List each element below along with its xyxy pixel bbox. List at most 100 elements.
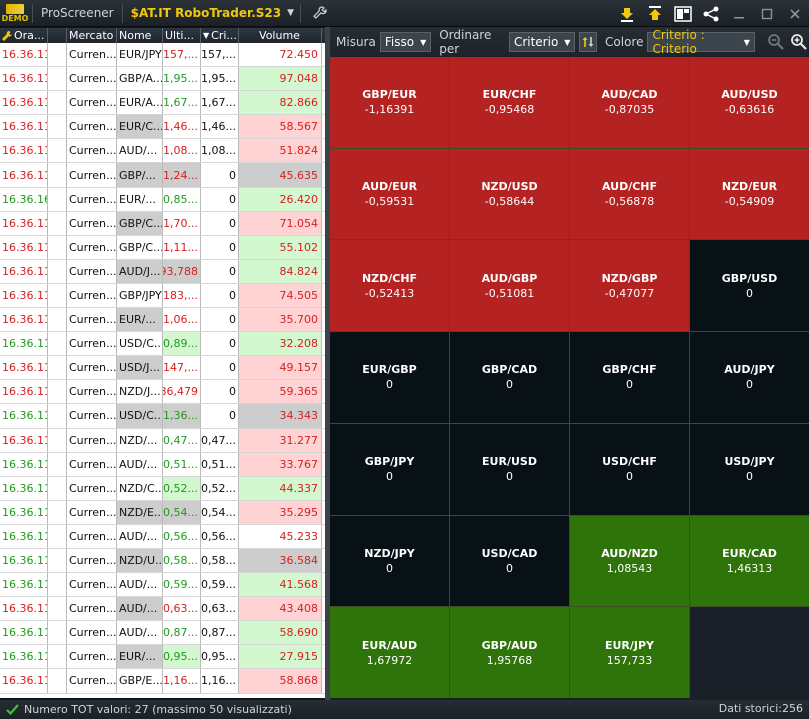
col-header-name[interactable]: Nome (117, 28, 163, 43)
table-row[interactable]: 16.36.11 Curren... GBP/C... 1,11... 0 55.102 (0, 235, 325, 260)
cell-market: Curren... (67, 356, 117, 380)
close-icon[interactable] (785, 4, 805, 24)
table-row[interactable]: 16.36.11 Curren...AUD/...0,63...-0,63...4… (0, 597, 325, 622)
color-select[interactable]: Criterio : Criterio ▼ (647, 28, 755, 56)
share-icon[interactable] (701, 4, 721, 24)
heatmap-tile[interactable]: AUD/USD -0,63616 (690, 57, 809, 148)
cell-last: 0,52... (163, 476, 201, 500)
heatmap-tile[interactable]: EUR/CHF -0,95468 (450, 57, 569, 148)
cell-flag (48, 500, 67, 524)
minimize-icon[interactable] (729, 4, 749, 24)
sort-direction-button[interactable] (579, 32, 598, 52)
cell-last: 157,... (163, 43, 201, 67)
table-row[interactable]: 16.36.11 Curren...AUD/...0,51...-0,51...3… (0, 452, 325, 477)
col-header-last[interactable]: Ulti... (163, 28, 201, 43)
table-row[interactable]: 16.36.11 Curren... AUD/J... 93,788 0 84.824 (0, 259, 325, 284)
panel-splitter[interactable] (325, 27, 330, 700)
zoom-out-icon[interactable] (767, 31, 786, 53)
download-icon[interactable] (617, 4, 637, 24)
heatmap-tile[interactable]: USD/JPY 0 (690, 423, 809, 515)
heatmap-tile[interactable]: GBP/CAD 0 (450, 332, 569, 423)
heatmap-tile[interactable]: AUD/CAD -0,87035 (570, 57, 689, 148)
app-title[interactable]: ProScreener (41, 6, 114, 20)
chevron-down-icon: ▼ (287, 8, 295, 18)
app-logo[interactable]: DEMO (0, 0, 30, 27)
col-header-flag[interactable] (48, 28, 67, 43)
maximize-icon[interactable] (757, 4, 777, 24)
table-row[interactable]: 16.36.11 Curren...AUD/...0,56...-0,56...4… (0, 524, 325, 549)
heatmap-tile[interactable]: EUR/GBP 0 (330, 332, 449, 423)
heatmap-tile[interactable]: EUR/AUD 1,67972 (330, 607, 449, 698)
table-row[interactable]: 16.36.11 Curren... USD/C... 1,36... 0 34.343 (0, 404, 325, 429)
table-row[interactable]: 16.36.11 Curren... USD/C... 0,89... 0 32.208 (0, 332, 325, 357)
table-row[interactable]: 16.36.11 Curren... GBP/C... 1,70... 0 71.054 (0, 211, 325, 236)
table-row[interactable]: 16.36.11 Curren...NZD/...0,47...-0,47...3… (0, 428, 325, 453)
col-header-market[interactable]: Mercato (67, 28, 117, 43)
table-row[interactable]: 16.36.11 Curren...NZD/E...0,54...-0,54...… (0, 500, 325, 525)
zoom-in-icon[interactable] (790, 31, 809, 53)
col-header-time[interactable]: Ora... (0, 28, 48, 43)
table-row[interactable]: 16.36.11 Curren...GBP/E...1,16...-1,16...… (0, 669, 325, 694)
heatmap-tile[interactable]: NZD/CHF -0,52413 (330, 240, 449, 332)
heatmap-tile[interactable]: USD/CAD 0 (450, 515, 569, 607)
heatmap-tile[interactable]: NZD/JPY 0 (330, 515, 449, 607)
cell-name: EUR/JPY (117, 43, 163, 67)
table-row[interactable]: 16.36.11 Curren... GBP/... 1,24... 0 45.635 (0, 163, 325, 188)
cell-flag (48, 91, 67, 115)
table-row[interactable]: 16.36.11 Curren...AUD/...0,87...-0,87...5… (0, 621, 325, 646)
tile-symbol: NZD/CHF (361, 271, 418, 285)
table-row[interactable]: 16.36.11 Curren... GBP/A... 1,95... 1,95... 9… (0, 67, 325, 92)
cell-criterion: 0 (201, 380, 239, 404)
heatmap-tile[interactable]: GBP/USD 0 (690, 240, 809, 332)
tile-symbol: AUD/CAD (601, 88, 658, 102)
cell-volume: 31.277 (239, 428, 322, 452)
layout-icon[interactable] (673, 4, 693, 24)
cell-last: 1,36... (163, 404, 201, 428)
cell-market: Curren... (67, 645, 117, 669)
heatmap-tile[interactable]: NZD/USD -0,58644 (450, 148, 569, 240)
heatmap-tile[interactable]: AUD/NZD 1,08543 (570, 515, 689, 607)
heatmap-tile[interactable]: AUD/JPY 0 (690, 332, 809, 423)
cell-market: Curren... (67, 597, 117, 621)
workspace-selector[interactable]: $AT.IT RoboTrader.S23 ▼ (125, 6, 298, 20)
heatmap-tile[interactable]: NZD/GBP -0,47077 (570, 240, 689, 332)
heatmap-tile[interactable]: AUD/GBP -0,51081 (450, 240, 569, 332)
table-row[interactable]: 16.36.11 Curren... EUR/A... 1,67... 1,67... 8… (0, 91, 325, 116)
heatmap-tile[interactable]: USD/CHF 0 (570, 423, 689, 515)
table-row[interactable]: 16.36.11 Curren... EUR/C... 1,46... 1,46... 5… (0, 115, 325, 140)
tile-symbol: AUD/GBP (481, 271, 538, 285)
col-header-criterion[interactable]: ▼ Cri... (201, 28, 239, 43)
cell-volume: 36.584 (239, 548, 322, 573)
heatmap-tile[interactable]: NZD/EUR -0,54909 (690, 148, 809, 240)
heatmap-tile[interactable]: GBP/EUR -1,16391 (330, 57, 449, 148)
tile-symbol: AUD/JPY (724, 363, 775, 377)
table-row[interactable]: 16.36.11 Curren... NZD/J... 86,479 0 59.365 (0, 380, 325, 405)
top-toolbar: DEMO ProScreener $AT.IT RoboTrader.S23 ▼ (0, 0, 809, 27)
col-header-volume[interactable]: Volume (239, 28, 322, 43)
measure-select[interactable]: Fisso ▼ (379, 32, 432, 52)
table-row[interactable]: 16.36.11 Curren...NZD/C...0,52...-0,52...… (0, 476, 325, 501)
upload-icon[interactable] (645, 4, 665, 24)
heatmap-tile[interactable]: GBP/JPY 0 (330, 423, 449, 515)
sort-select[interactable]: Criterio ▼ (508, 32, 576, 52)
tile-value: 0 (626, 470, 633, 484)
tile-value: 0 (506, 378, 513, 392)
table-row[interactable]: 16.36.16 Curren... EUR/... 0,85... 0 26.420 (0, 187, 325, 212)
heatmap-tile[interactable]: AUD/CHF -0,56878 (570, 148, 689, 240)
table-row[interactable]: 16.36.11 Curren...AUD/...0,59...-0,59...4… (0, 573, 325, 598)
table-row[interactable]: 16.36.11 Curren... USD/J... 147,... 0 49.157 (0, 356, 325, 381)
wrench-icon[interactable] (309, 3, 331, 23)
heatmap-tile[interactable]: GBP/AUD 1,95768 (450, 607, 569, 698)
table-row[interactable]: 16.36.11 Curren... GBP/JPY 183,... 0 74.505 (0, 283, 325, 309)
heatmap-tile[interactable]: EUR/JPY 157,733 (570, 607, 689, 698)
cell-last: 0,87... (163, 621, 201, 645)
table-row[interactable]: 16.36.11 Curren... AUD/... 1,08... 1,08... 51… (0, 139, 325, 164)
heatmap-tile[interactable]: EUR/USD 0 (450, 423, 569, 515)
heatmap-tile[interactable]: EUR/CAD 1,46313 (690, 515, 809, 607)
table-row[interactable]: 16.36.11 Curren... EUR/JPY 157,... 157,... 72… (0, 43, 325, 68)
table-row[interactable]: 16.36.11 Curren...EUR/...0,95...-0,95...2… (0, 645, 325, 670)
table-row[interactable]: 16.36.11 Curren...NZD/U...0,58...-0,58...… (0, 548, 325, 574)
heatmap-tile[interactable]: AUD/EUR -0,59531 (330, 148, 449, 240)
table-row[interactable]: 16.36.11 Curren... EUR/... 1,06... 0 35.700 (0, 308, 325, 333)
heatmap-tile[interactable]: GBP/CHF 0 (570, 332, 689, 423)
